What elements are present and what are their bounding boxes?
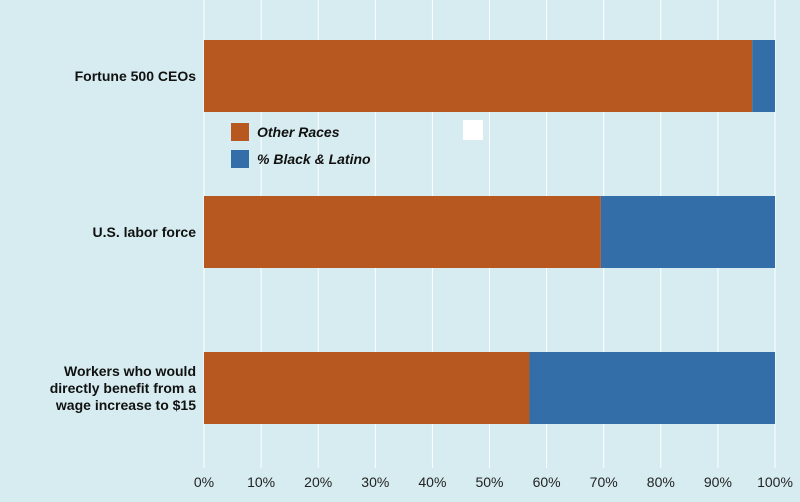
x-tick-label: 90% <box>704 474 732 490</box>
category-label: Fortune 500 CEOs <box>75 68 197 84</box>
x-tick-label: 80% <box>647 474 675 490</box>
x-tick-label: 40% <box>418 474 446 490</box>
x-tick-label: 100% <box>757 474 793 490</box>
category-label: wage increase to $15 <box>55 397 196 413</box>
category-label: Workers who would <box>64 363 196 379</box>
x-tick-label: 70% <box>590 474 618 490</box>
legend-label-other-races: Other Races <box>257 124 340 140</box>
bar-other-races <box>204 352 530 424</box>
legend-swatch-other-races <box>231 123 249 141</box>
white-square-marker <box>463 120 483 140</box>
legend-swatch-black-latino <box>231 150 249 168</box>
x-axis-ticks: 0% 10% 20% 30% 40% 50% 60% 70% 80% 90% 100% <box>194 474 793 490</box>
bar-black-latino <box>529 352 775 424</box>
category-label: U.S. labor force <box>93 224 197 240</box>
category-labels: Fortune 500 CEOs U.S. labor force Workers … <box>50 68 196 413</box>
x-tick-label: 20% <box>304 474 332 490</box>
legend: Other Races % Black & Latino <box>231 123 371 168</box>
bars <box>204 40 775 424</box>
x-tick-label: 10% <box>247 474 275 490</box>
bar-black-latino <box>600 196 775 268</box>
x-tick-label: 0% <box>194 474 214 490</box>
bar-black-latino <box>752 40 775 112</box>
x-tick-label: 30% <box>361 474 389 490</box>
x-tick-label: 60% <box>533 474 561 490</box>
bar-other-races <box>204 40 753 112</box>
bar-other-races <box>204 196 601 268</box>
category-label: directly benefit from a <box>50 380 196 396</box>
x-tick-label: 50% <box>475 474 503 490</box>
legend-label-black-latino: % Black & Latino <box>257 151 371 167</box>
